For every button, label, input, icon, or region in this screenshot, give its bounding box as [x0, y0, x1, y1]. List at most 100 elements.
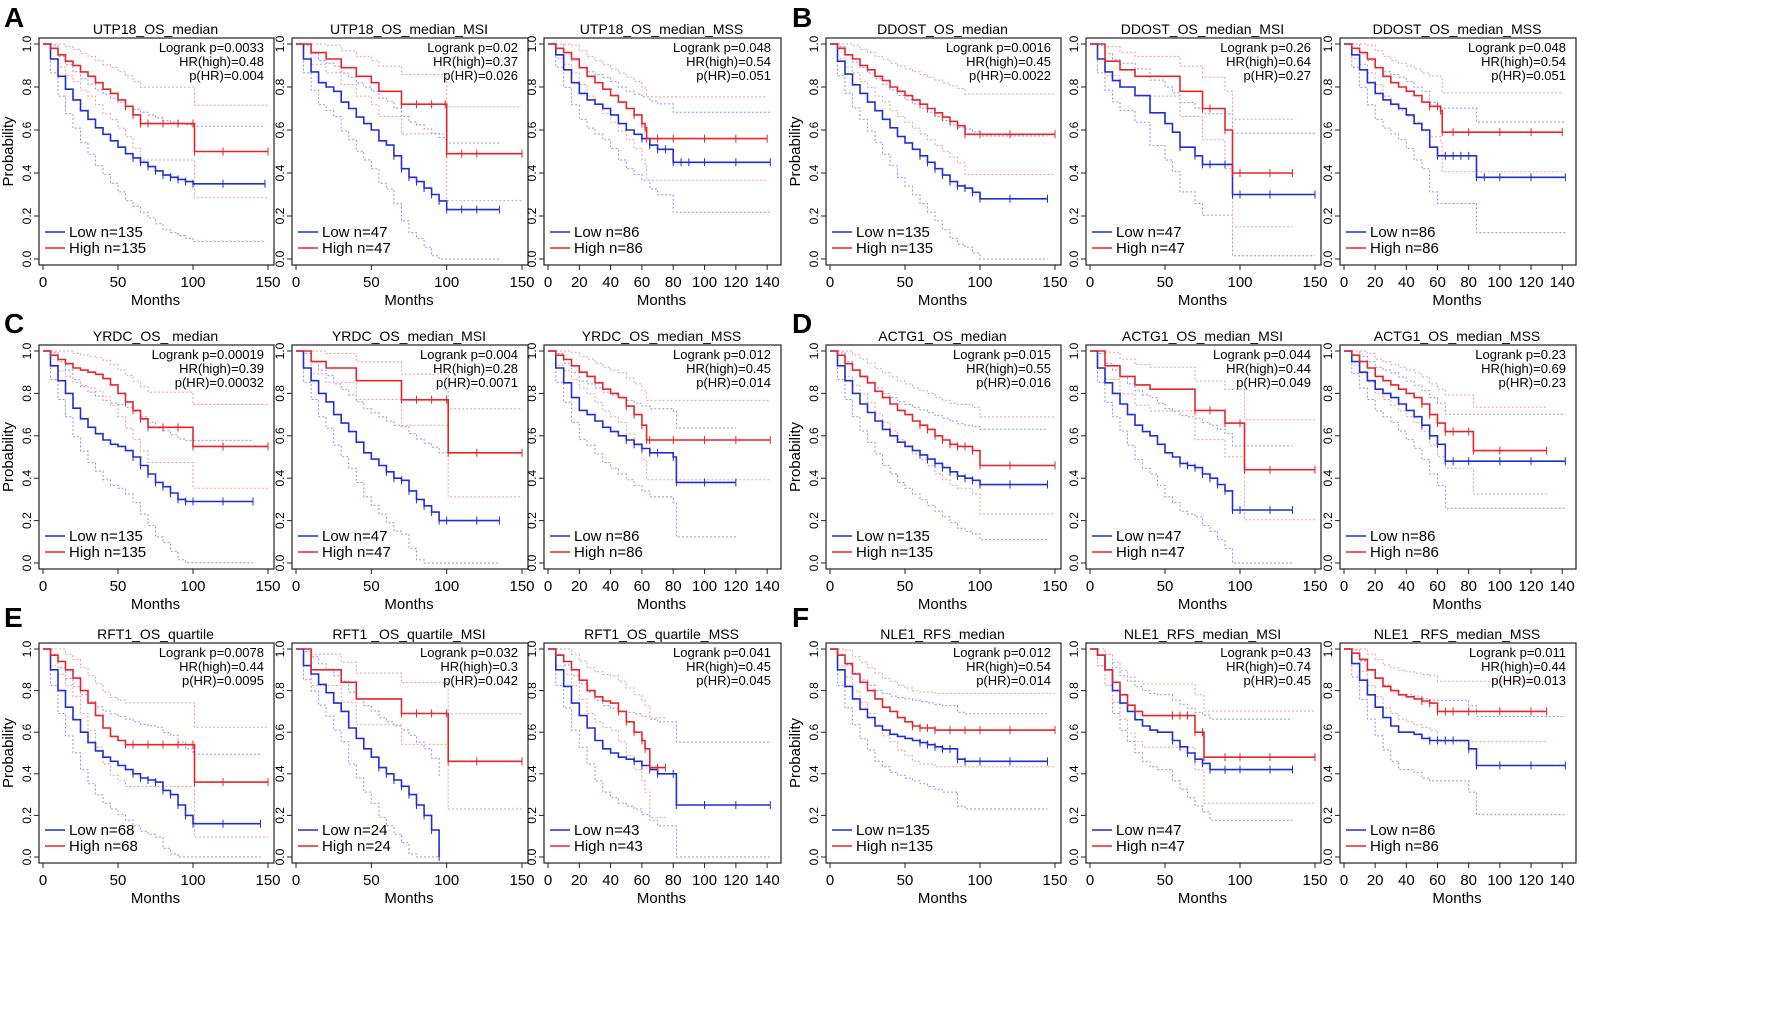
x-tick-label: 100: [180, 872, 205, 889]
y-axis-label: Probability: [0, 717, 17, 788]
stats-line: Logrank p=0.012: [953, 645, 1051, 660]
stats-line: p(HR)=0.014: [696, 375, 771, 390]
high-ci-upper: [1090, 350, 1315, 421]
legend-entry: Low n=68: [69, 822, 134, 839]
km-panel-d-3: ACTG1_OS_median_MSS 0.0 0.2 0.4 0.6 0.8 1.0 0 20…: [1321, 328, 1577, 613]
y-tick-label: 0.6: [1067, 724, 1081, 741]
y-tick-label: 0.4: [1321, 765, 1335, 782]
high-ci-lower: [296, 43, 522, 202]
stats-line: Logrank p=0.02: [427, 40, 518, 55]
y-tick-label: 0.8: [1067, 682, 1081, 699]
plot-frame: [543, 642, 782, 864]
x-tick-label: 150: [255, 578, 280, 595]
km-panel-e-1: RFT1_OS_quartile 0.0 0.2 0.4 0.6 0.8 1.0 0 50 100…: [0, 626, 281, 907]
y-tick-label: 0.2: [273, 512, 287, 529]
legend-entry: Low n=135: [69, 224, 143, 241]
x-axis-label: Months: [918, 890, 967, 907]
stats-line: HR(high)=0.48: [179, 54, 264, 69]
y-tick-label: 0.4: [807, 470, 821, 487]
high-survival-curve: [296, 648, 522, 763]
x-tick-label: 0: [544, 274, 552, 291]
chart-title: YRDC_OS_median_MSS: [582, 328, 742, 344]
y-tick-label: 1.0: [1321, 640, 1335, 657]
y-tick-label: 0.6: [807, 724, 821, 741]
x-tick-label: 20: [571, 274, 588, 291]
low-ci-upper: [296, 648, 440, 776]
x-tick-label: 50: [363, 872, 380, 889]
high-survival-curve: [296, 43, 522, 155]
stats-line: HR(high)=0.39: [179, 361, 264, 376]
stats-line: HR(high)=0.44: [179, 659, 264, 674]
x-tick-label: 20: [1367, 578, 1384, 595]
y-tick-label: 0.0: [1321, 554, 1335, 571]
stats-line: p(HR)=0.051: [1491, 68, 1566, 83]
chart-title: NLE1 _RFS_median_MSS: [1374, 626, 1541, 642]
x-tick-label: 50: [1157, 578, 1174, 595]
x-tick-label: 50: [110, 274, 127, 291]
y-tick-label: 0.2: [1067, 512, 1081, 529]
y-tick-label: 0.8: [20, 682, 34, 699]
low-ci-upper: [296, 350, 500, 454]
high-ci-lower: [43, 648, 268, 838]
plot-frame: [1339, 37, 1577, 266]
legend-entry: Low n=135: [856, 822, 930, 839]
x-axis-label: Months: [384, 292, 433, 309]
stats-line: Logrank p=0.032: [420, 645, 518, 660]
y-tick-label: 0.0: [807, 250, 821, 267]
y-tick-label: 0.2: [807, 512, 821, 529]
high-ci-lower: [1090, 648, 1315, 804]
y-tick-label: 0.8: [273, 78, 287, 95]
low-survival-curve: [1090, 43, 1315, 196]
x-tick-label: 40: [602, 872, 619, 889]
low-ci-upper: [296, 43, 500, 144]
y-tick-label: 1.0: [807, 35, 821, 52]
x-tick-label: 140: [1550, 578, 1575, 595]
stats-line: HR(high)=0.55: [966, 361, 1051, 376]
legend-entry: High n=135: [69, 544, 146, 561]
y-tick-label: 0.2: [1067, 207, 1081, 224]
y-tick-label: 0.8: [525, 682, 539, 699]
y-tick-label: 0.6: [273, 121, 287, 138]
high-survival-curve: [43, 43, 268, 153]
x-tick-label: 100: [692, 274, 717, 291]
y-tick-label: 0.0: [20, 848, 34, 865]
low-ci-lower: [1344, 648, 1566, 816]
x-tick-label: 0: [1086, 274, 1094, 291]
y-tick-label: 1.0: [1067, 35, 1081, 52]
high-ci-upper: [296, 350, 522, 410]
km-panel-c-1: YRDC_OS_ median 0.0 0.2 0.4 0.6 0.8 1.0 0 50 100 1…: [0, 328, 281, 613]
y-tick-label: 0.8: [807, 385, 821, 402]
stats-line: HR(high)=0.45: [686, 361, 771, 376]
legend-entry: High n=86: [574, 544, 643, 561]
low-ci-lower: [43, 648, 261, 858]
legend-entry: Low n=135: [856, 528, 930, 545]
high-ci-upper: [830, 350, 1055, 418]
x-tick-label: 0: [1086, 872, 1094, 889]
y-tick-label: 0.6: [525, 121, 539, 138]
stats-line: p(HR)=0.042: [443, 673, 518, 688]
y-tick-label: 0.0: [1321, 848, 1335, 865]
x-tick-label: 150: [1042, 872, 1067, 889]
panel-letter-c: C: [4, 308, 24, 339]
y-tick-label: 0.2: [525, 512, 539, 529]
y-tick-label: 0.2: [807, 807, 821, 824]
stats-line: p(HR)=0.0071: [436, 375, 518, 390]
legend-entry: High n=135: [69, 240, 146, 257]
x-tick-label: 0: [292, 872, 300, 889]
chart-title: ACTG1_OS_median_MSI: [1122, 328, 1283, 344]
panel-letter-e: E: [4, 602, 23, 633]
y-tick-label: 1.0: [525, 35, 539, 52]
low-survival-curve: [43, 350, 253, 503]
y-tick-label: 0.0: [525, 554, 539, 571]
y-tick-label: 0.4: [1067, 765, 1081, 782]
x-axis-label: Months: [131, 292, 180, 309]
x-axis-label: Months: [637, 596, 686, 613]
stats-line: p(HR)=0.045: [696, 673, 771, 688]
low-ci-lower: [296, 350, 500, 564]
y-tick-label: 0.6: [273, 724, 287, 741]
chart-title: YRDC_OS_median_MSI: [332, 328, 486, 344]
plot-frame: [291, 37, 529, 266]
x-tick-label: 50: [110, 578, 127, 595]
stats-line: p(HR)=0.23: [1498, 375, 1566, 390]
stats-line: HR(high)=0.45: [966, 54, 1051, 69]
